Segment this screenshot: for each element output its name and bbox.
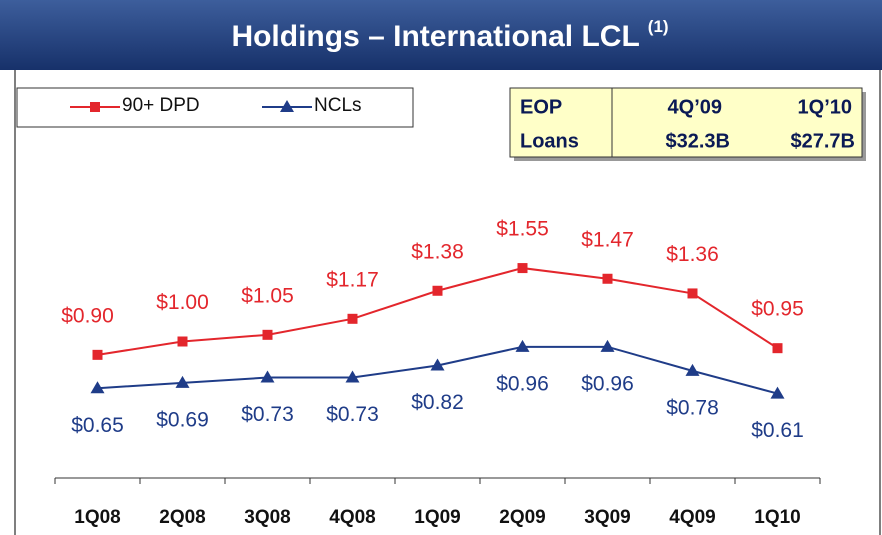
marker bbox=[345, 370, 360, 383]
data-label: $0.65 bbox=[71, 414, 124, 437]
chart-title: Holdings – International LCL (1) bbox=[231, 17, 668, 52]
title-text: Holdings – International LCL bbox=[231, 20, 639, 53]
data-label: $0.90 bbox=[61, 304, 114, 327]
table-cell: 4Q’09 bbox=[668, 96, 722, 118]
marker bbox=[515, 339, 530, 352]
data-label: $0.82 bbox=[411, 391, 464, 414]
data-label: $0.73 bbox=[241, 403, 294, 426]
data-label: $0.78 bbox=[666, 396, 719, 419]
data-label: $0.95 bbox=[751, 298, 804, 321]
marker bbox=[347, 313, 358, 324]
x-tick-label: 3Q09 bbox=[584, 507, 630, 528]
marker bbox=[432, 285, 443, 296]
data-label: $0.96 bbox=[581, 372, 634, 395]
marker bbox=[260, 370, 275, 383]
marker bbox=[602, 273, 613, 284]
x-tick-label: 1Q08 bbox=[74, 507, 120, 528]
table-cell: $32.3B bbox=[666, 130, 731, 152]
title-note: (1) bbox=[648, 17, 669, 36]
data-label: $1.36 bbox=[666, 243, 719, 266]
marker bbox=[685, 363, 700, 376]
data-label: $1.47 bbox=[581, 228, 634, 251]
marker bbox=[770, 386, 785, 399]
data-label: $1.17 bbox=[326, 268, 379, 291]
x-tick-label: 4Q09 bbox=[669, 507, 715, 528]
x-tick-label: 2Q09 bbox=[499, 507, 545, 528]
marker bbox=[175, 375, 190, 388]
table-cell: $27.7B bbox=[791, 130, 856, 152]
marker bbox=[687, 288, 698, 299]
data-label: $1.38 bbox=[411, 240, 464, 263]
data-label: $1.00 bbox=[156, 291, 209, 314]
marker bbox=[177, 336, 188, 347]
table-cell: Loans bbox=[520, 130, 579, 152]
x-tick-label: 1Q09 bbox=[414, 507, 460, 528]
x-tick-label: 3Q08 bbox=[244, 507, 290, 528]
x-tick-label: 2Q08 bbox=[159, 507, 205, 528]
table-cell: EOP bbox=[520, 96, 562, 118]
legend-label: NCLs bbox=[314, 95, 362, 116]
data-label: $0.61 bbox=[751, 419, 804, 442]
marker bbox=[262, 329, 273, 340]
header-band bbox=[0, 0, 882, 70]
marker bbox=[92, 349, 103, 360]
data-label: $1.55 bbox=[496, 218, 549, 241]
x-tick-label: 4Q08 bbox=[329, 507, 375, 528]
table-cell: 1Q’10 bbox=[798, 96, 852, 118]
marker bbox=[517, 263, 528, 274]
table bbox=[509, 87, 863, 158]
legend-label: 90+ DPD bbox=[122, 95, 200, 116]
marker bbox=[600, 339, 615, 352]
data-label: $0.96 bbox=[496, 372, 549, 395]
data-label: $0.73 bbox=[326, 403, 379, 426]
x-tick-label: 1Q10 bbox=[754, 507, 800, 528]
marker bbox=[772, 343, 783, 354]
marker bbox=[90, 381, 105, 394]
marker bbox=[90, 102, 100, 112]
marker bbox=[280, 100, 294, 112]
data-label: $1.05 bbox=[241, 284, 294, 307]
data-label: $0.69 bbox=[156, 408, 209, 431]
marker bbox=[430, 358, 445, 371]
